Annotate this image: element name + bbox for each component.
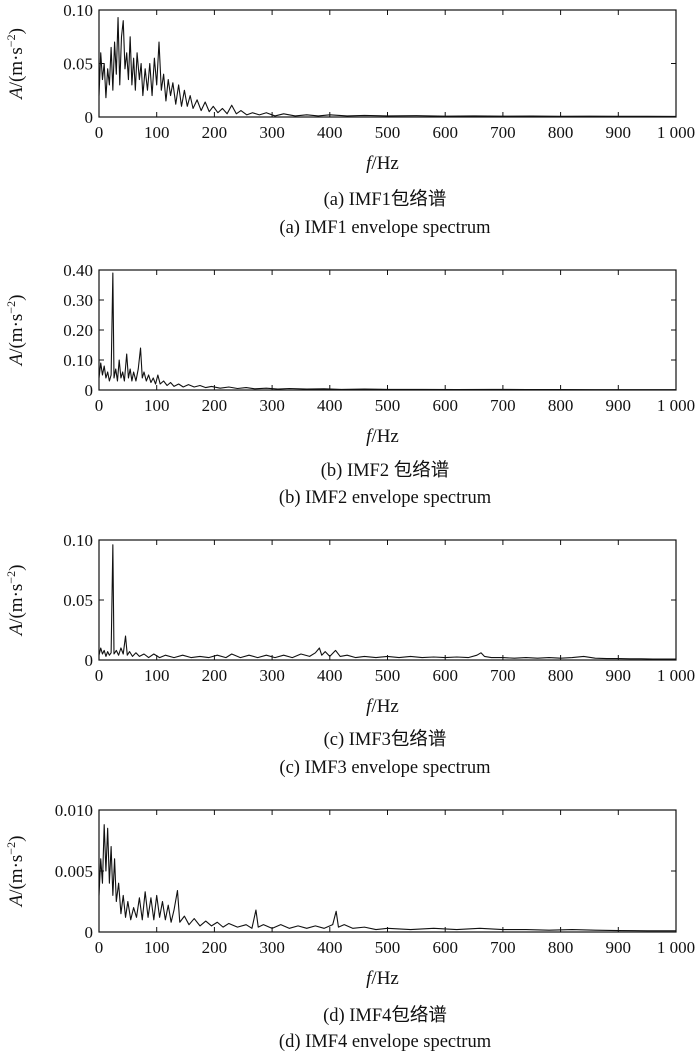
plot-frame [98, 9, 677, 118]
x-axis-label: f/Hz [366, 426, 399, 447]
x-tick-label: 0 [95, 396, 104, 415]
y-tick-label: 0.10 [63, 351, 93, 370]
x-tick-label: 1 000 [657, 123, 695, 142]
y-tick-label: 0.05 [63, 591, 93, 610]
x-tick-label: 1 000 [657, 666, 695, 685]
x-tick-label: 100 [144, 123, 170, 142]
x-tick-label: 1 000 [657, 396, 695, 415]
x-tick-label: 200 [202, 938, 228, 957]
x-tick-label: 400 [317, 666, 343, 685]
series-line [98, 824, 676, 932]
x-tick-label: 500 [375, 666, 401, 685]
y-tick-label: 0.10 [63, 1, 93, 20]
y-axis-label: A/(m·s−2) [4, 295, 27, 368]
x-tick-label: 500 [375, 123, 401, 142]
y-tick-label: 0.05 [63, 55, 93, 74]
x-axis-label: f/Hz [366, 968, 399, 989]
plot-frame [98, 809, 677, 933]
x-tick-label: 0 [95, 666, 104, 685]
x-tick-label: 600 [432, 938, 458, 957]
series-line [98, 272, 677, 391]
x-tick-label: 0 [95, 938, 104, 957]
x-tick-label: 800 [548, 938, 574, 957]
x-tick-label: 200 [202, 396, 228, 415]
x-tick-label: 600 [432, 396, 458, 415]
chart-panel-1: 0 100 200 300 400 500 600 700 800 900 1 000 0 0.05 0.… [4, 1, 695, 238]
x-tick-label: 600 [432, 123, 458, 142]
x-tick-label: 0 [95, 123, 104, 142]
x-tick-label: 100 [144, 666, 170, 685]
x-tick-label: 900 [606, 938, 632, 957]
y-tick-label: 0 [85, 651, 94, 670]
chart-panel-3: 0 100 200 300 400 500 600 700 800 900 1 000 0 0.05 0.… [4, 531, 695, 778]
y-tick-label: 0 [85, 108, 94, 127]
x-axis-label: f/Hz [366, 153, 399, 174]
x-tick-label: 300 [259, 396, 285, 415]
x-tick-label: 200 [202, 666, 228, 685]
chart-panel-4: 0 100 200 300 400 500 600 700 800 900 1 000 0 0.005 0… [4, 801, 695, 1052]
x-tick-label: 700 [490, 938, 516, 957]
y-axis-label: A/(m·s−2) [4, 836, 27, 909]
caption-en: (a) IMF1 envelope spectrum [279, 218, 491, 238]
y-tick-label: 0 [85, 381, 94, 400]
x-tick-label: 500 [375, 396, 401, 415]
x-tick-label: 1 000 [657, 938, 695, 957]
y-tick-label: 0.010 [55, 801, 93, 820]
x-tick-label: 900 [606, 396, 632, 415]
x-tick-label: 300 [259, 938, 285, 957]
x-tick-label: 400 [317, 396, 343, 415]
x-tick-label: 200 [202, 123, 228, 142]
x-tick-label: 700 [490, 666, 516, 685]
y-tick-label: 0.30 [63, 291, 93, 310]
y-tick-label: 0.40 [63, 261, 93, 280]
caption-en: (b) IMF2 envelope spectrum [279, 488, 492, 508]
caption-cn: (d) IMF4包络谱 [323, 1005, 447, 1026]
y-axis-label: A/(m·s−2) [4, 565, 27, 638]
x-axis-label: f/Hz [366, 696, 399, 717]
caption-cn: (c) IMF3包络谱 [324, 729, 447, 750]
series-line [98, 544, 676, 660]
x-tick-label: 100 [144, 396, 170, 415]
caption-en: (d) IMF4 envelope spectrum [279, 1032, 492, 1052]
plot-frame [98, 539, 677, 661]
x-tick-label: 300 [259, 123, 285, 142]
x-tick-label: 700 [490, 396, 516, 415]
y-tick-label: 0.005 [55, 862, 93, 881]
x-tick-label: 900 [606, 123, 632, 142]
x-tick-label: 300 [259, 666, 285, 685]
plot-frame [98, 269, 677, 391]
y-tick-label: 0.10 [63, 531, 93, 550]
caption-cn: (a) IMF1包络谱 [324, 189, 447, 210]
x-tick-label: 500 [375, 938, 401, 957]
y-tick-label: 0 [85, 923, 94, 942]
x-tick-label: 100 [144, 938, 170, 957]
x-tick-label: 400 [317, 123, 343, 142]
chart-panel-2: 0 100 200 300 400 500 600 700 800 900 1 000 0 0.10 0.… [4, 261, 695, 508]
x-tick-label: 600 [432, 666, 458, 685]
y-tick-label: 0.20 [63, 321, 93, 340]
x-tick-label: 900 [606, 666, 632, 685]
x-tick-label: 800 [548, 123, 574, 142]
series-line [98, 16, 677, 118]
x-tick-label: 800 [548, 666, 574, 685]
caption-en: (c) IMF3 envelope spectrum [279, 758, 491, 778]
x-tick-label: 700 [490, 123, 516, 142]
y-axis-label: A/(m·s−2) [4, 28, 27, 101]
x-tick-label: 400 [317, 938, 343, 957]
x-tick-label: 800 [548, 396, 574, 415]
caption-cn: (b) IMF2 包络谱 [321, 460, 449, 481]
